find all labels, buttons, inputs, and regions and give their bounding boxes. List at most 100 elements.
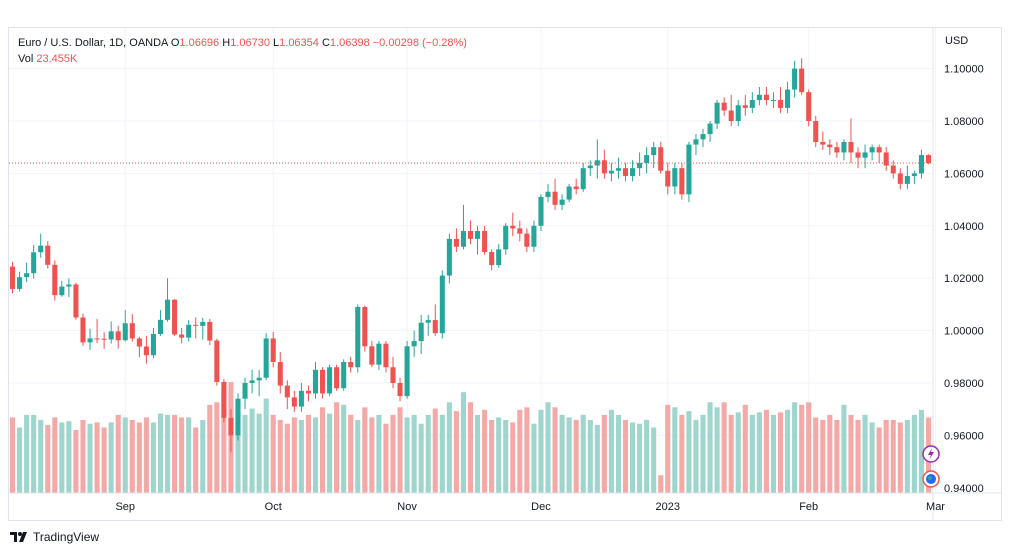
candle-body [489,251,495,266]
candle-body [390,367,396,383]
candle [777,86,784,114]
volume-bar [221,392,227,493]
volume-bar [17,427,23,493]
candle-body [876,147,882,153]
candle [263,333,269,381]
volume-bar [869,422,875,493]
candle-body [59,286,65,296]
candle-body [608,170,614,174]
candle-body [150,333,156,356]
volume-bar [376,414,382,493]
earnings-icon[interactable] [922,470,940,488]
volume-bar [742,404,748,493]
candle [101,332,107,349]
candle [573,178,579,195]
candle-body [362,307,368,347]
candle-body [700,134,706,140]
volume-bar [193,427,199,493]
volume-bar [87,423,93,493]
volume-bar [622,419,629,493]
candle [129,314,135,342]
volume-bar [672,407,678,493]
candle [799,58,805,95]
candle [341,359,347,391]
candle [806,89,812,127]
candle [179,327,185,344]
candle-body [622,168,629,177]
x-tick-label: Nov [397,501,417,513]
candle-body [848,141,854,153]
price-axis[interactable]: 1.10000 1.08000 1.06000 1.04000 1.02000 1.000… [944,64,984,495]
candle-body [531,225,537,247]
candle [841,139,847,161]
candle [249,369,255,394]
volume-bar [305,414,311,493]
x-tick-label: Oct [265,501,282,513]
volume-bar [397,407,403,493]
candle [228,409,234,453]
candle [517,220,523,242]
volume-bar [31,414,37,493]
candle [693,134,699,156]
candle-body [841,141,847,153]
candle [630,160,636,182]
volume-bar [73,430,79,493]
candle-body [200,321,206,326]
candle-body [630,168,636,177]
candle-body [686,144,692,195]
candle-body [101,338,107,340]
candle [862,144,868,169]
candle [482,225,488,255]
time-axis[interactable]: Sep Oct Nov Dec 2023 Feb Mar [115,501,945,513]
lightning-icon[interactable] [922,445,940,463]
candle-body [432,320,438,334]
y-tick-label: 1.02000 [944,273,984,285]
volume-bar [714,407,720,493]
y-tick-label: 1.06000 [944,168,984,180]
candle-body [552,191,558,205]
candle [305,385,311,402]
candle [580,162,586,192]
volume-bar [799,404,805,493]
candle-body [679,168,685,195]
symbol-description[interactable]: Euro / U.S. Dollar, 1D, OANDA [18,37,168,49]
volume-bar [594,424,600,493]
candle-body [207,321,213,341]
volume-bar [538,409,544,493]
tradingview-logo-icon[interactable] [10,531,28,543]
candle [813,115,819,148]
candle-body [38,245,44,253]
candle-body [143,346,149,356]
candle-body [277,362,283,386]
candle-body [883,152,889,166]
brand-name[interactable]: TradingView [33,530,100,544]
candle-body [305,390,311,394]
volume-bar [59,422,65,493]
low-value: 1.06354 [279,37,319,49]
candle-body [573,186,579,190]
volume-bar [834,419,840,493]
volume-bar [115,414,121,493]
candle [728,94,734,127]
candle-body [214,340,220,382]
candle [552,178,558,211]
candle-body [157,319,164,334]
candle-body [242,382,248,399]
volume-bar [728,414,734,493]
volume-bar [45,424,51,493]
volume-bar [172,414,178,493]
volume-bar [651,427,657,493]
candle [242,377,248,410]
volume-bar [630,422,636,493]
volume-bar [256,413,262,493]
candle [94,318,100,344]
volume-bar [446,402,452,493]
candle-body [24,273,30,278]
candle [87,328,93,350]
candle [369,341,375,368]
volume-bar [129,419,135,493]
candle [256,369,262,397]
candle [503,223,509,255]
volume-bar [489,419,495,493]
